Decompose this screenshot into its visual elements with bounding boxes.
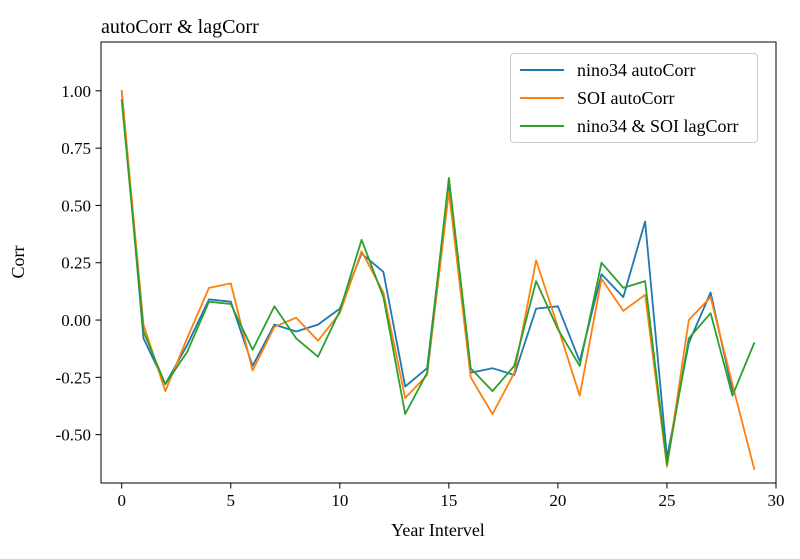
series-line-nino34-soi-lagcorr bbox=[120, 99, 756, 466]
y-tick-label: 0.75 bbox=[61, 139, 91, 158]
legend-label: nino34 & SOI lagCorr bbox=[577, 115, 739, 136]
x-tick-label: 25 bbox=[658, 491, 675, 510]
legend-label: nino34 autoCorr bbox=[577, 59, 696, 80]
axis-ticks: 0 5 10 15 20 25 30 1.00 0.75 0.50 0.25 0.00 -0.25 -0.… bbox=[56, 82, 785, 510]
legend: nino34 autoCorr SOI autoCorr nino34 & SO… bbox=[510, 53, 758, 143]
series-line-nino34-autocorr bbox=[120, 89, 734, 459]
legend-item: nino34 & SOI lagCorr bbox=[511, 112, 757, 140]
y-axis-label: Corr bbox=[8, 246, 28, 279]
series-lines bbox=[120, 89, 756, 470]
x-tick-label: 30 bbox=[768, 491, 785, 510]
y-tick-label: 0.00 bbox=[61, 311, 91, 330]
y-tick-label: -0.50 bbox=[56, 426, 91, 445]
x-tick-label: 15 bbox=[440, 491, 457, 510]
legend-line-swatch-orange bbox=[520, 97, 564, 99]
x-tick-label: 10 bbox=[331, 491, 348, 510]
y-tick-label: 0.25 bbox=[61, 254, 91, 273]
x-tick-label: 5 bbox=[227, 491, 236, 510]
y-tick-label: 1.00 bbox=[61, 82, 91, 101]
legend-line-swatch-green bbox=[520, 125, 564, 127]
x-axis-label: Year Intervel bbox=[391, 520, 485, 540]
x-tick-label: 20 bbox=[549, 491, 566, 510]
legend-item: SOI autoCorr bbox=[511, 84, 757, 112]
legend-item: nino34 autoCorr bbox=[511, 56, 757, 84]
legend-label: SOI autoCorr bbox=[577, 87, 675, 108]
x-tick-label: 0 bbox=[117, 491, 126, 510]
legend-line-swatch-blue bbox=[520, 69, 564, 71]
y-tick-label: 0.50 bbox=[61, 196, 91, 215]
y-tick-label: -0.25 bbox=[56, 368, 91, 387]
chart-title: autoCorr & lagCorr bbox=[101, 16, 259, 38]
